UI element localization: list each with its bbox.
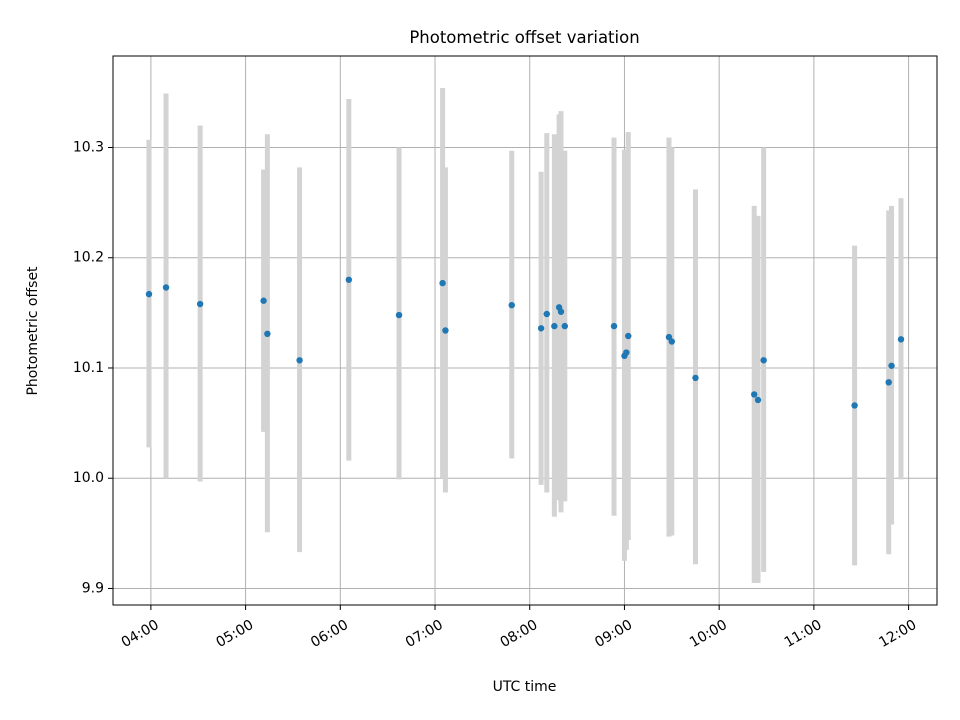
data-point [885,379,892,386]
x-axis-label: UTC time [493,679,557,695]
data-point [668,338,676,345]
data-point [508,301,515,309]
y-tick-label: 10.0 [73,470,104,486]
chart-title: Photometric offset variation [409,28,639,47]
data-point [264,330,271,338]
y-tick-label: 10.1 [73,360,104,376]
data-point [537,325,545,332]
data-points [145,276,905,409]
data-point [543,310,550,318]
plot-frame [112,55,938,606]
data-point [345,276,353,283]
data-point [897,336,905,343]
data-point [145,290,153,298]
data-point [888,362,895,369]
data-point [442,327,449,334]
data-point [610,322,618,330]
y-tick-label: 10.3 [73,140,104,156]
data-point [196,300,204,308]
data-point [162,284,170,291]
data-point [439,279,446,287]
data-point [751,391,758,398]
data-point [561,322,568,330]
data-point [754,396,762,404]
data-point [395,311,403,319]
y-tick-label: 9.9 [82,580,104,596]
data-point [760,357,767,364]
data-point [625,332,632,340]
data-point [260,297,267,304]
data-point [557,308,565,315]
y-tick-label: 10.2 [73,250,104,266]
data-point [692,374,699,382]
data-point [623,349,630,356]
data-point [551,322,558,330]
data-point [851,402,858,409]
y-axis-label: Photometric offset [25,266,41,396]
data-point [296,357,303,364]
